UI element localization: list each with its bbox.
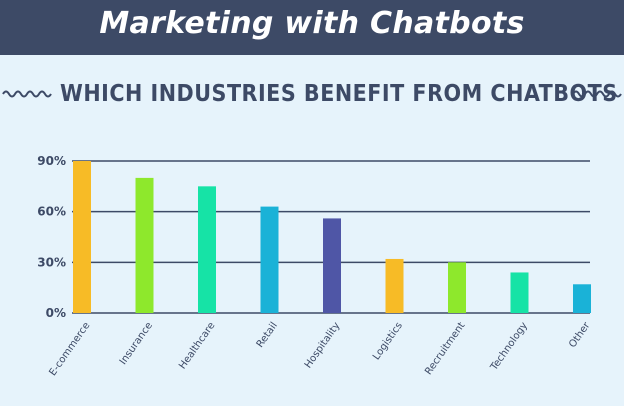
bar xyxy=(385,258,404,313)
bars xyxy=(73,161,591,313)
y-axis-ticks: 0% 30% 60% 90% xyxy=(37,154,66,320)
chart-subtitle: WHICH INDUSTRIES BENEFIT FROM CHATBOTS xyxy=(60,81,618,107)
x-tick-label: Other xyxy=(567,320,593,350)
x-tick-label: E-commerce xyxy=(47,320,92,378)
y-tick-label: 0% xyxy=(46,306,66,320)
wave-divider-right xyxy=(572,90,622,98)
x-tick-label: Retail xyxy=(255,320,280,349)
y-tick-label: 30% xyxy=(37,255,66,269)
subtitle-row: WHICH INDUSTRIES BENEFIT FROM CHATBOTS xyxy=(0,80,624,114)
title-banner: Marketing with Chatbots xyxy=(0,0,624,55)
bar xyxy=(510,272,529,313)
x-tick-label: Logistics xyxy=(371,320,405,362)
bar xyxy=(573,284,591,313)
y-tick-label: 90% xyxy=(37,154,66,168)
x-tick-label: Hospitality xyxy=(303,320,343,370)
bar xyxy=(135,177,154,313)
x-tick-label: Recruitment xyxy=(423,320,467,377)
bar xyxy=(260,206,279,313)
page-title: Marketing with Chatbots xyxy=(99,6,525,41)
x-tick-label: Healthcare xyxy=(177,320,217,371)
wave-divider-left xyxy=(2,90,52,98)
bar xyxy=(73,161,91,313)
bar-chart: 0% 30% 60% 90% E-commerce Insurance Healthcar… xyxy=(37,154,593,378)
bar xyxy=(323,218,341,313)
x-axis-labels: E-commerce Insurance Healthcare Retail Hospi… xyxy=(47,320,592,378)
x-tick-label: Technology xyxy=(488,320,530,373)
y-tick-label: 60% xyxy=(37,205,66,219)
x-tick-label: Insurance xyxy=(118,320,155,366)
bar xyxy=(448,262,466,313)
bar xyxy=(198,186,216,313)
